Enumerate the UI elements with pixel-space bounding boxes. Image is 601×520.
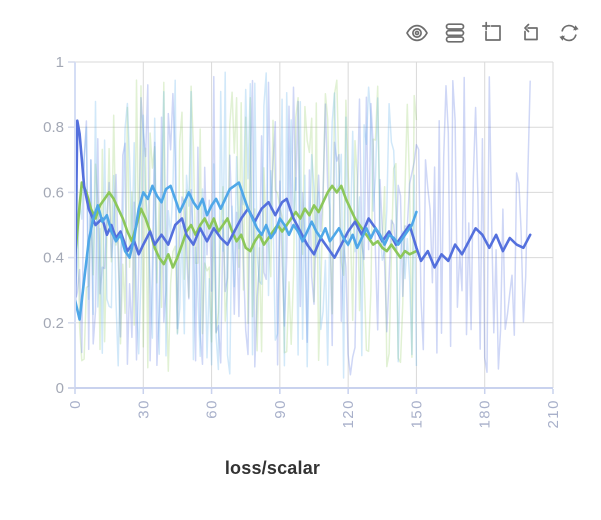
x-tick-label: 150 [408, 399, 425, 429]
zoom-select-icon [481, 21, 501, 41]
x-tick-label: 210 [545, 399, 562, 429]
line-chart-plot[interactable]: 0 0.2 0.4 0.6 0.8 1 0 30 60 90 120 150 180 210 [0, 0, 601, 448]
y-tick-label: 1 [56, 54, 64, 71]
undo-zoom-icon [523, 23, 538, 40]
x-tick-label: 120 [340, 399, 357, 429]
chart-toolbar [404, 20, 581, 45]
visibility-button[interactable] [404, 20, 429, 45]
runs-stack-icon [445, 22, 464, 43]
refresh-icon [558, 24, 579, 41]
y-tick-label: 0.2 [43, 315, 64, 332]
x-tick-label: 90 [272, 399, 289, 419]
runs-stack-button[interactable] [442, 20, 467, 45]
x-tick-label: 0 [67, 399, 84, 409]
x-tick-label: 60 [204, 399, 221, 419]
y-tick-label: 0.6 [43, 184, 64, 201]
refresh-button[interactable] [556, 20, 581, 45]
chart-title: loss/scalar [224, 458, 321, 478]
zoom-select-button[interactable] [480, 20, 505, 45]
undo-zoom-button[interactable] [518, 20, 543, 45]
x-tick-label: 180 [477, 399, 494, 429]
x-tick-label: 30 [135, 399, 152, 419]
y-tick-label: 0.8 [43, 119, 64, 136]
y-tick-label: 0.4 [43, 250, 64, 267]
visibility-icon [405, 24, 428, 41]
y-tick-label: 0 [56, 380, 64, 397]
